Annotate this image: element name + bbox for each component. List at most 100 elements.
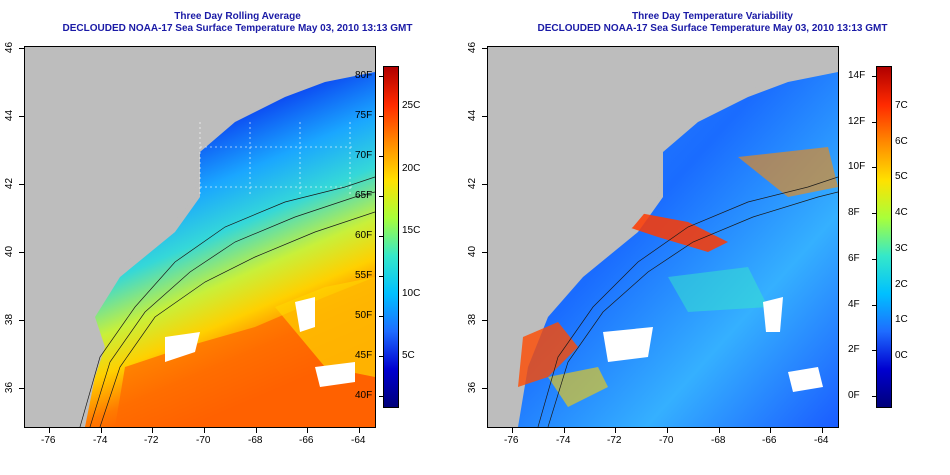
x-tick xyxy=(770,428,771,433)
right-subtitle: DECLOUDED NOAA-17 Sea Surface Temperatur… xyxy=(537,23,888,34)
colorbar-c-label: 10C xyxy=(402,288,421,299)
colorbar-f-label: 4F xyxy=(848,299,860,310)
colorbar-f-tick xyxy=(379,236,383,237)
y-tick xyxy=(19,320,24,321)
colorbar-f-label: 8F xyxy=(848,207,860,218)
right-map-image xyxy=(488,47,838,427)
right-panel: Three Day Temperature Variability DECLOU… xyxy=(467,0,950,475)
colorbar-c-label: 3C xyxy=(895,243,908,254)
x-tick xyxy=(615,428,616,433)
colorbar-f-tick xyxy=(379,356,383,357)
left-map-image xyxy=(25,47,375,427)
x-tick xyxy=(719,428,720,433)
y-tick xyxy=(19,116,24,117)
colorbar-c-label: 15C xyxy=(402,225,421,236)
left-sst-map xyxy=(24,46,376,428)
x-tick-label: -70 xyxy=(659,435,674,446)
colorbar-f-label: 45F xyxy=(355,350,373,361)
colorbar-c-label: 5C xyxy=(402,350,415,361)
x-tick-label: -72 xyxy=(144,435,159,446)
colorbar-f-label: 70F xyxy=(355,150,373,161)
colorbar-c-label: 20C xyxy=(402,163,421,174)
x-tick xyxy=(359,428,360,433)
colorbar-f-tick xyxy=(379,316,383,317)
colorbar-f-label: 50F xyxy=(355,310,373,321)
colorbar-f-label: 10F xyxy=(848,161,866,172)
colorbar-f-tick xyxy=(872,259,876,260)
x-tick-label: -74 xyxy=(556,435,571,446)
colorbar-f-tick xyxy=(872,122,876,123)
colorbar-f-tick xyxy=(872,396,876,397)
left-subtitle: DECLOUDED NOAA-17 Sea Surface Temperatur… xyxy=(62,23,413,34)
colorbar-c-label: 7C xyxy=(895,100,908,111)
x-tick-label: -68 xyxy=(711,435,726,446)
y-tick-label: 46 xyxy=(467,41,479,54)
colorbar-f-tick xyxy=(872,350,876,351)
x-tick-label: -74 xyxy=(93,435,108,446)
colorbar-f-label: 12F xyxy=(848,116,866,127)
colorbar-f-label: 80F xyxy=(355,70,373,81)
x-tick xyxy=(49,428,50,433)
y-tick-label: 38 xyxy=(4,313,16,326)
y-tick-label: 44 xyxy=(467,109,479,122)
y-tick xyxy=(19,184,24,185)
colorbar-f-tick xyxy=(379,196,383,197)
x-tick xyxy=(564,428,565,433)
y-tick-label: 42 xyxy=(467,177,479,190)
colorbar-f-label: 40F xyxy=(355,390,373,401)
right-variability-map xyxy=(487,46,839,428)
x-tick xyxy=(667,428,668,433)
colorbar-f-label: 75F xyxy=(355,110,373,121)
x-tick-label: -76 xyxy=(41,435,56,446)
y-tick xyxy=(482,388,487,389)
left-panel: Three Day Rolling Average DECLOUDED NOAA… xyxy=(4,11,421,446)
colorbar-f-label: 2F xyxy=(848,344,860,355)
colorbar-c-label: 1C xyxy=(895,314,908,325)
y-tick-label: 44 xyxy=(4,109,16,122)
colorbar-f-label: 6F xyxy=(848,253,860,264)
right-colorbar xyxy=(876,66,892,408)
colorbar-f-tick xyxy=(379,156,383,157)
x-tick xyxy=(152,428,153,433)
y-tick-label: 40 xyxy=(4,245,16,258)
x-tick-label: -64 xyxy=(814,435,829,446)
y-tick xyxy=(482,116,487,117)
colorbar-c-label: 0C xyxy=(895,350,908,361)
x-tick-label: -64 xyxy=(351,435,366,446)
y-tick-label: 36 xyxy=(467,381,479,394)
x-tick-label: -76 xyxy=(504,435,519,446)
x-tick xyxy=(256,428,257,433)
left-colorbar xyxy=(383,66,399,408)
y-tick-label: 46 xyxy=(4,41,16,54)
colorbar-f-tick xyxy=(872,305,876,306)
x-tick-label: -66 xyxy=(762,435,777,446)
x-tick-label: -70 xyxy=(196,435,211,446)
colorbar-f-label: 14F xyxy=(848,70,866,81)
colorbar-c-label: 2C xyxy=(895,279,908,290)
x-tick xyxy=(204,428,205,433)
y-tick xyxy=(482,48,487,49)
y-tick-label: 36 xyxy=(4,381,16,394)
x-tick-label: -66 xyxy=(299,435,314,446)
right-title: Three Day Temperature Variability xyxy=(632,11,793,22)
colorbar-f-label: 55F xyxy=(355,270,373,281)
colorbar-f-tick xyxy=(872,213,876,214)
colorbar-f-tick xyxy=(872,167,876,168)
x-tick xyxy=(101,428,102,433)
colorbar-f-tick xyxy=(379,76,383,77)
colorbar-f-label: 65F xyxy=(355,190,373,201)
colorbar-f-label: 60F xyxy=(355,230,373,241)
y-tick-label: 38 xyxy=(467,313,479,326)
y-tick xyxy=(19,48,24,49)
colorbar-c-label: 4C xyxy=(895,207,908,218)
colorbar-f-tick xyxy=(379,116,383,117)
y-tick xyxy=(19,252,24,253)
colorbar-c-label: 5C xyxy=(895,171,908,182)
y-tick xyxy=(19,388,24,389)
x-tick-label: -72 xyxy=(607,435,622,446)
y-tick xyxy=(482,320,487,321)
colorbar-f-tick xyxy=(872,76,876,77)
y-tick-label: 42 xyxy=(4,177,16,190)
x-tick xyxy=(822,428,823,433)
y-tick xyxy=(482,252,487,253)
